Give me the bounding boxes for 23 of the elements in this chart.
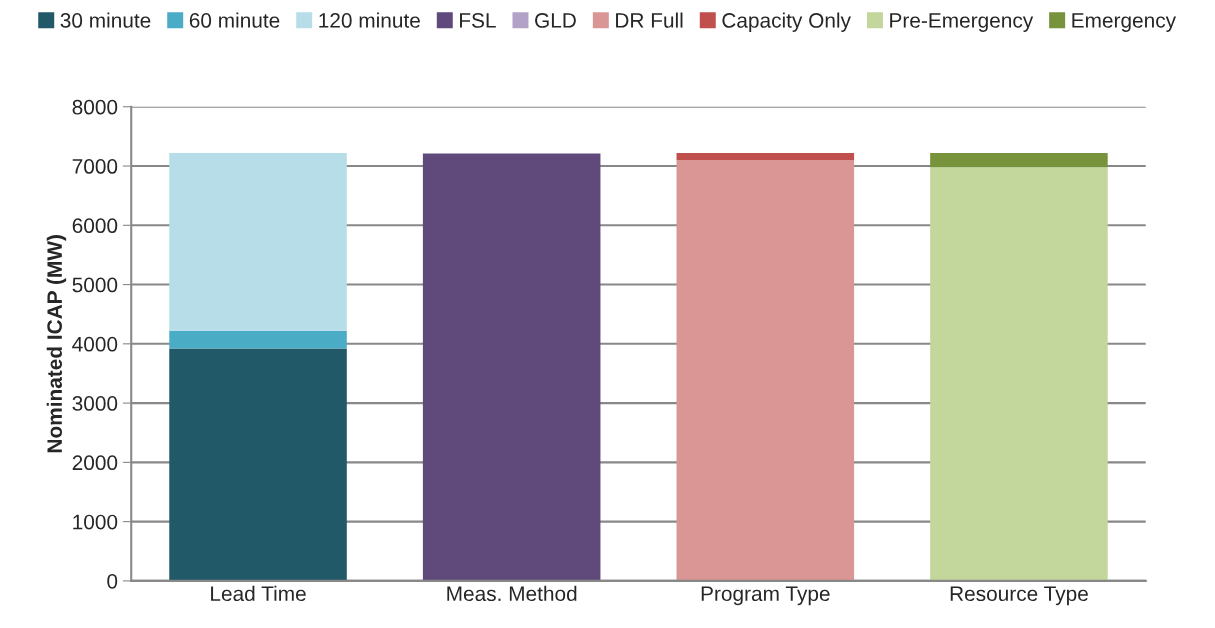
y-tick-label: 4000 [72,336,118,352]
legend-label: DR Full [616,12,683,28]
y-tick-label: 2000 [72,455,118,471]
y-tick-label: 8000 [72,99,118,115]
legend-label: GLD [535,13,576,28]
y-tick-label: 3000 [72,396,118,411]
x-tick-label: Resource Type [950,586,1088,606]
x-tick-label: Lead Time [211,585,306,602]
y-tick-label: 0 [107,573,118,589]
x-tick-label: Program Type [701,586,830,606]
legend-label: 60 minute [189,12,280,28]
legend-label: Capacity Only [722,12,851,32]
y-tick-label: 7000 [72,159,118,174]
legend-label: Emergency [1072,13,1177,32]
legend-label: FSL [460,13,496,28]
legend-label: 120 minute [319,12,420,28]
x-tick-label: Meas. Method [447,585,577,602]
y-tick-label: 5000 [72,277,118,293]
y-axis-title: Nominated ICAP (MW) [46,235,67,453]
legend-label: Pre-Emergency [890,13,1034,32]
legend-label: 30 minute [60,12,151,28]
y-tick-label: 6000 [72,218,118,234]
y-tick-label: 1000 [73,514,118,530]
